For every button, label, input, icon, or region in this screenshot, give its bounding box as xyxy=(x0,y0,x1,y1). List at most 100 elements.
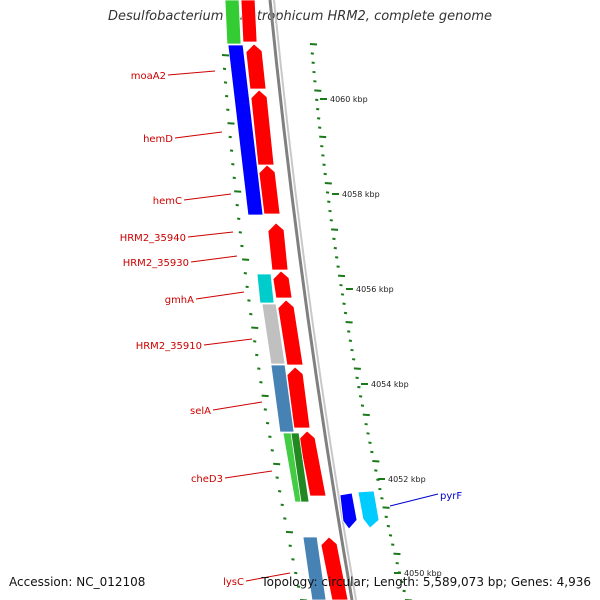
outer-scale-tick xyxy=(313,80,317,83)
outer-scale-tick xyxy=(388,534,393,537)
outer-scale-tick xyxy=(327,200,331,204)
inner-scale-tick xyxy=(273,462,281,466)
gene-label-hemC[interactable]: hemC xyxy=(153,196,182,207)
outer-scale-tick xyxy=(314,89,322,92)
gene-label-lysC[interactable]: lysC xyxy=(223,577,244,588)
inner-scale-tick xyxy=(245,285,249,289)
gene-block-cheD3-green-b[interactable] xyxy=(290,432,310,503)
inner-scale-tick xyxy=(247,299,251,302)
outer-scale-tick xyxy=(386,524,391,528)
outer-scale-tick xyxy=(320,144,324,148)
gene-label-gmhA[interactable]: gmhA xyxy=(165,295,194,306)
gene-block-selA-steelblue[interactable] xyxy=(270,364,295,433)
gene-block-lysC-steelblue[interactable] xyxy=(302,536,327,600)
inner-scale-tick xyxy=(235,203,239,207)
outer-scale-tick xyxy=(402,589,406,593)
gene-arrow-hemD-fwd[interactable] xyxy=(250,89,275,166)
label-leader-lines xyxy=(167,70,439,582)
outer-scale-tick xyxy=(317,117,321,120)
inner-scale-tick xyxy=(251,326,259,329)
scale-label: 4050 kbp xyxy=(404,569,442,578)
gene-arrow-hemC-fwd[interactable] xyxy=(258,164,281,215)
outer-scale-tick xyxy=(391,543,395,546)
inner-scale-tick xyxy=(283,517,287,520)
gene-label-hemD[interactable]: hemD xyxy=(143,134,173,145)
outer-scale-tick xyxy=(347,330,351,333)
inner-scale-tick xyxy=(288,544,292,547)
inner-scale-tick xyxy=(253,340,257,343)
outer-scale-tick xyxy=(318,126,322,129)
outer-scale-tick xyxy=(368,441,372,444)
scale-label: 4060 kbp xyxy=(330,95,368,104)
pyrF-region xyxy=(339,490,380,530)
outer-scale-tick xyxy=(315,98,319,102)
outer-scale-tick xyxy=(325,191,330,194)
gene-arrow-pyrF-cyan[interactable] xyxy=(357,490,380,529)
gene-label-cheD3[interactable]: cheD3 xyxy=(191,474,223,485)
inner-scale-tick xyxy=(222,67,227,71)
inner-scale-tick xyxy=(277,490,282,493)
gene-arrow-HRM2_35940-fwd[interactable] xyxy=(267,222,289,271)
outer-scale-tick xyxy=(342,302,346,305)
outer-scale-tick xyxy=(312,70,316,74)
outer-scale-tick xyxy=(337,274,346,278)
outer-scale-tick xyxy=(358,395,363,398)
gene-arrow-cheD3-fwd[interactable] xyxy=(298,430,327,497)
gene-arrow-gmhA-fwd[interactable] xyxy=(272,270,293,299)
scale-label: 4058 kbp xyxy=(342,190,380,199)
outer-scale-tick xyxy=(328,209,332,213)
inner-scale-tick xyxy=(232,176,236,180)
inner-scale-tick xyxy=(231,163,235,166)
gene-arrow-moaA2-fwd[interactable] xyxy=(245,43,267,90)
inner-scale-tick xyxy=(223,81,228,84)
gene-label-HRM2_35940[interactable]: HRM2_35940 xyxy=(120,233,186,244)
outer-scale-tick xyxy=(336,265,340,268)
gene-label-pyrF[interactable]: pyrF xyxy=(440,491,462,502)
inner-scale-tick xyxy=(228,135,232,139)
outer-scale-tick xyxy=(322,163,326,166)
gene-arrow-selA-fwd[interactable] xyxy=(286,366,311,429)
forward-strand-genes xyxy=(240,0,349,600)
inner-scale-tick xyxy=(285,530,294,534)
gene-arrow-pyrF-blue[interactable] xyxy=(339,492,358,530)
inner-scale-tick xyxy=(294,571,298,575)
gene-label-selA[interactable]: selA xyxy=(190,406,211,417)
outer-scale-tick xyxy=(374,469,378,472)
inner-scale-tick xyxy=(226,108,230,111)
gene-block-HRM2_35910-grey[interactable] xyxy=(261,303,286,365)
gene-arrow-lysC-fwd[interactable] xyxy=(320,536,349,600)
scale-label: 4056 kbp xyxy=(356,285,394,294)
outer-scale-tick xyxy=(364,422,368,426)
outer-scale-tick xyxy=(343,311,348,315)
inner-scale-tick xyxy=(224,94,229,98)
gene-block-top-green[interactable] xyxy=(224,0,242,45)
gene-label-HRM2_35930[interactable]: HRM2_35930 xyxy=(123,258,189,269)
outer-scale-tick xyxy=(331,228,339,231)
inner-scale-tick xyxy=(291,558,295,561)
gene-arrow-top-fwd[interactable] xyxy=(240,0,258,43)
map-title: Desulfobacterium autotrophicum HRM2, com… xyxy=(107,9,493,24)
outer-scale-tick xyxy=(324,182,332,185)
inner-scale-tick xyxy=(296,585,301,588)
scale-labels: 4060 kbp 4058 kbp 4056 kbp 4054 kbp 4052 kbp… xyxy=(320,95,442,578)
outer-scale-tick xyxy=(319,135,327,139)
outer-scale-tick xyxy=(380,497,384,500)
gene-arrow-HRM2_35910-fwd[interactable] xyxy=(277,299,304,366)
outer-scale-tick xyxy=(309,43,318,46)
inner-scale-tick xyxy=(240,244,244,248)
inner-scale-tick xyxy=(238,231,242,234)
genome-backbone-shadow xyxy=(273,0,357,600)
reverse-strand-genes xyxy=(224,0,327,600)
gene-block-gmhA-cyan[interactable] xyxy=(256,273,275,304)
outer-scale-tick xyxy=(316,107,320,111)
gene-labels: moaA2 hemD hemC HRM2_35940 HRM2_35930 gmhA HRM… xyxy=(120,71,463,588)
gene-label-HRM2_35910[interactable]: HRM2_35910 xyxy=(136,341,202,352)
inner-scale-tick xyxy=(249,312,253,316)
outer-scale-tick xyxy=(395,561,399,565)
gene-block-blue[interactable] xyxy=(227,44,264,216)
inner-scale-tick xyxy=(221,54,230,57)
gene-label-moaA2[interactable]: moaA2 xyxy=(131,71,166,82)
inner-scale-tick xyxy=(265,421,270,425)
